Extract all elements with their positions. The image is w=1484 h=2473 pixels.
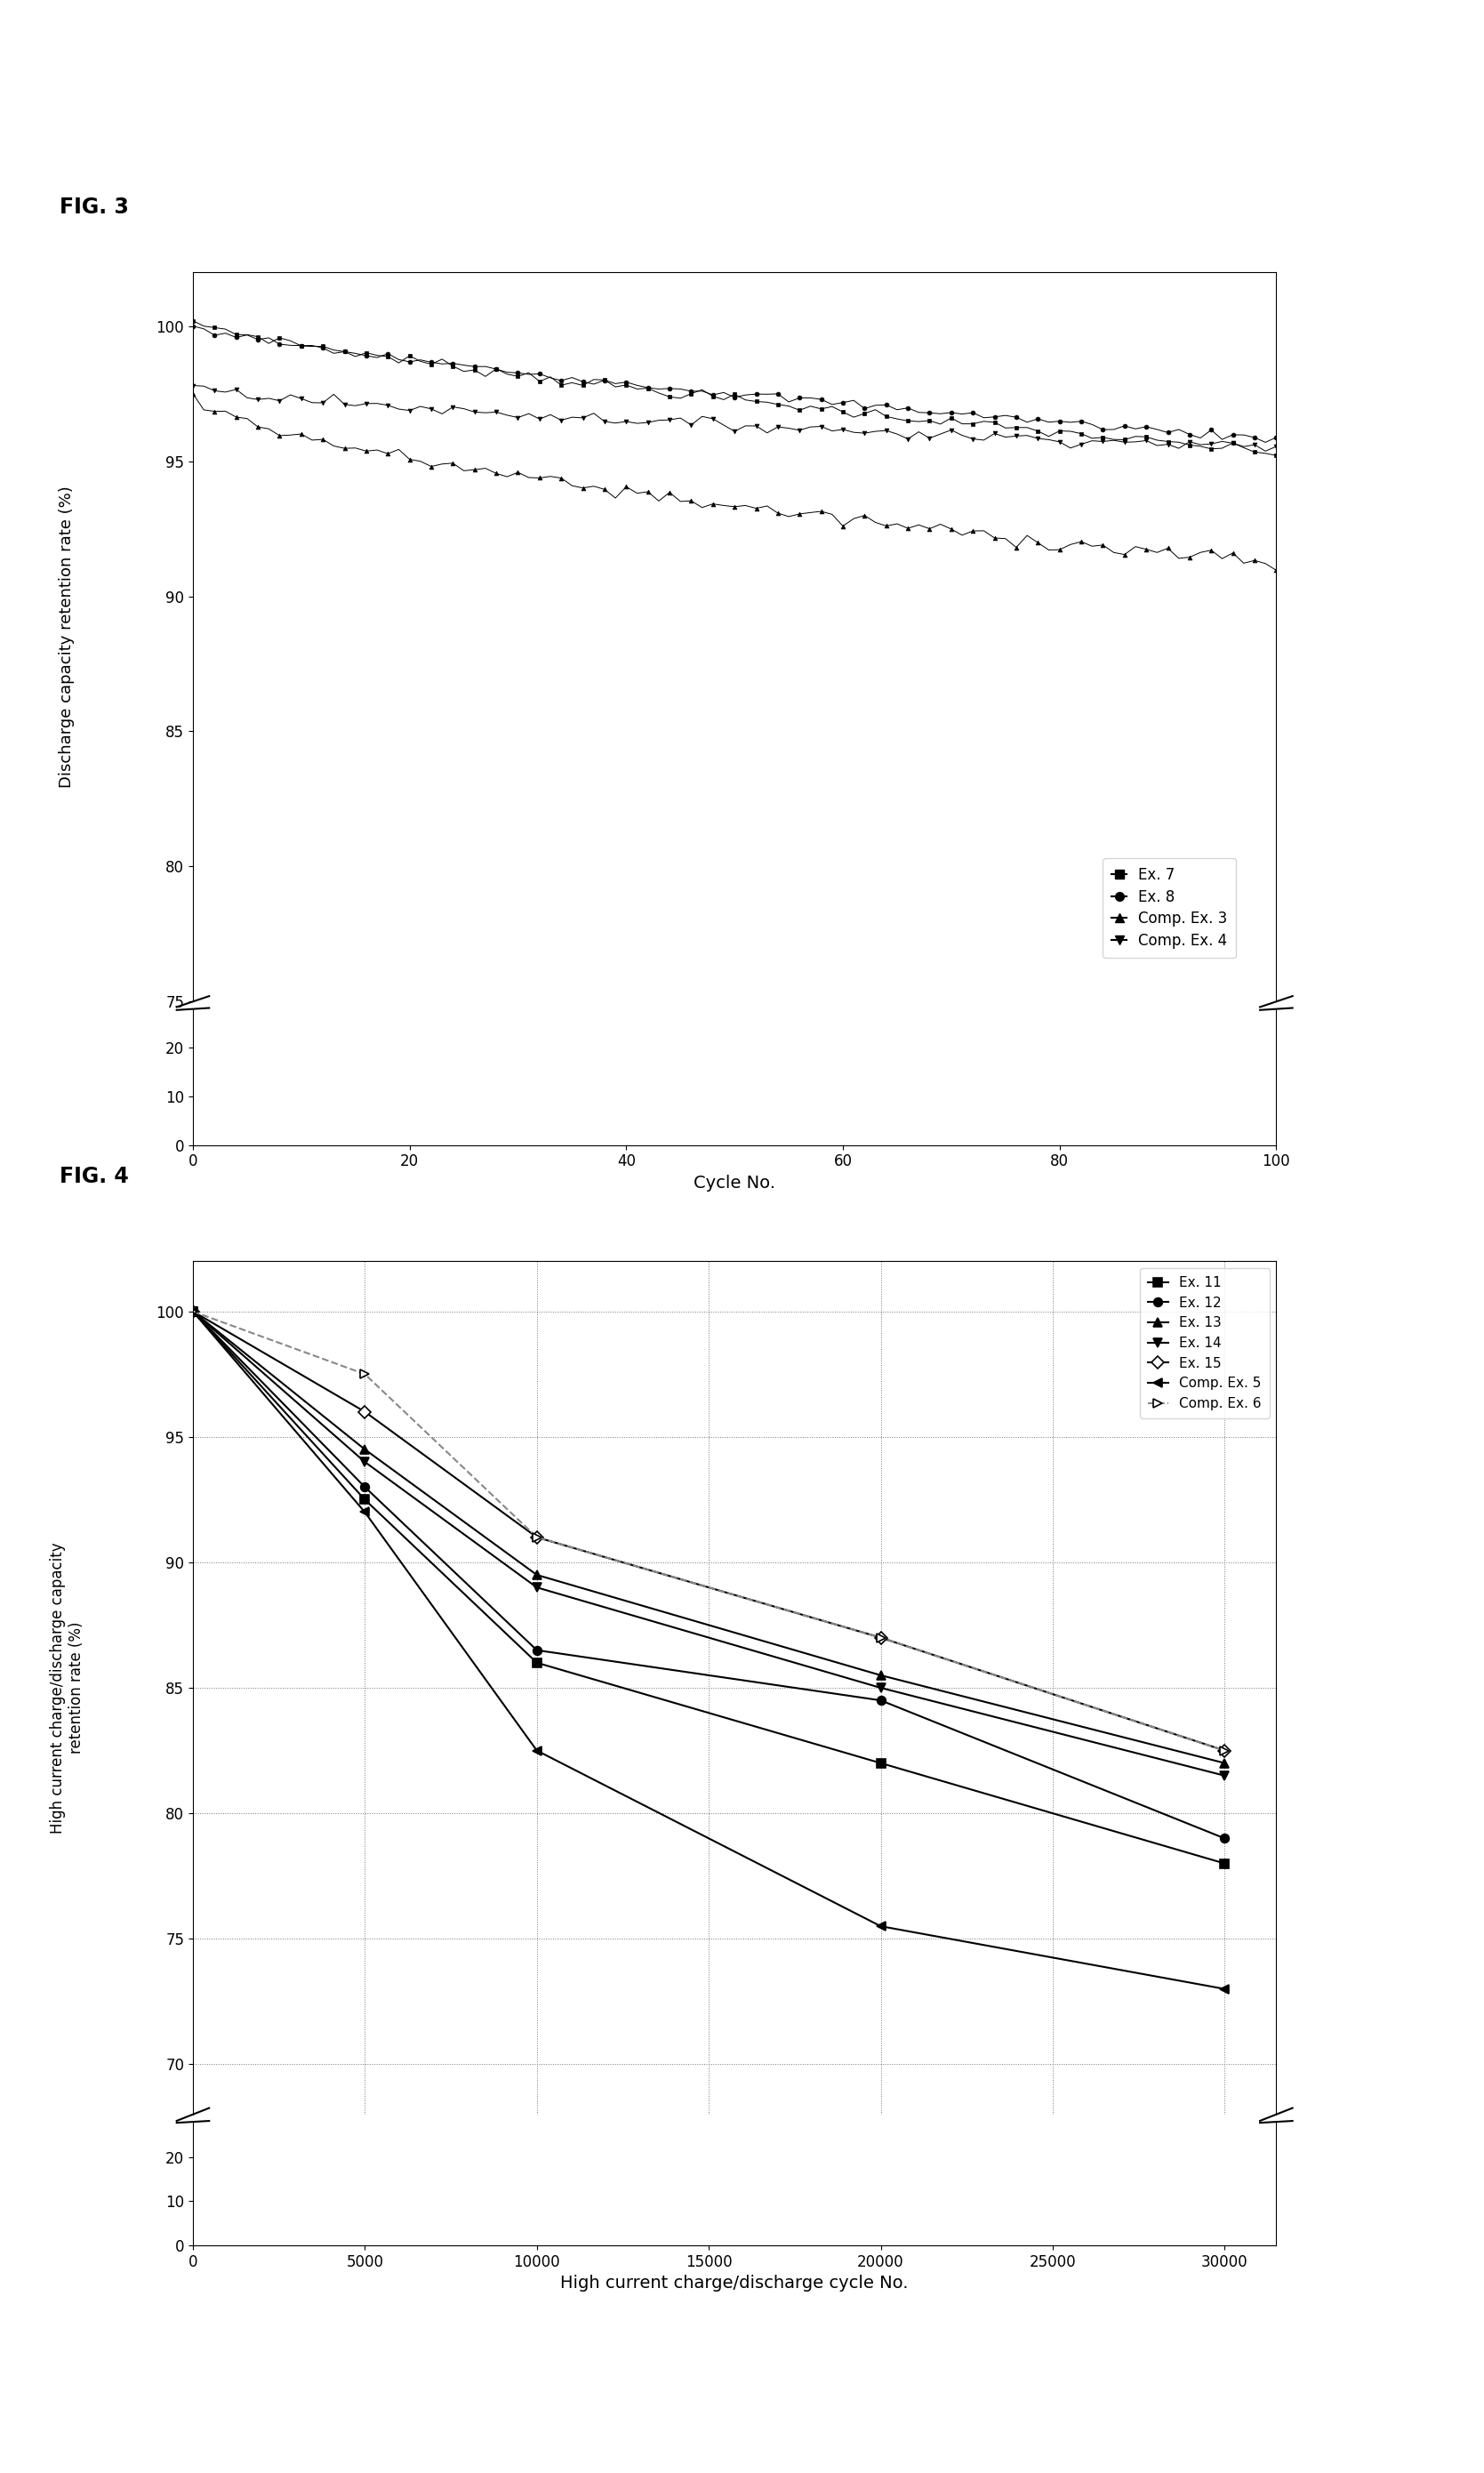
Ex. 8 [683, 376, 700, 406]
Comp. Ex. 6 [184, 1296, 202, 1326]
Line: Comp. Ex. 6: Comp. Ex. 6 [188, 1308, 1229, 1756]
Ex. 7 [454, 356, 472, 386]
Ex. 7 [184, 307, 202, 336]
Ex. 11 [871, 1748, 889, 1778]
Ex. 13 [871, 1659, 889, 1689]
Comp. Ex. 3 [997, 524, 1015, 554]
Ex. 15 [528, 1523, 546, 1553]
Ex. 8 [942, 398, 960, 428]
Ex. 13 [1215, 1748, 1233, 1778]
Ex. 12 [184, 1296, 202, 1326]
Comp. Ex. 5 [184, 1296, 202, 1326]
Ex. 7 [260, 329, 278, 359]
Ex. 15 [356, 1397, 374, 1427]
Text: Discharge capacity retention rate (%): Discharge capacity retention rate (%) [59, 485, 74, 789]
Comp. Ex. 4 [1257, 435, 1275, 465]
Comp. Ex. 6 [356, 1360, 374, 1390]
Comp. Ex. 6 [871, 1622, 889, 1652]
Ex. 7 [1267, 440, 1285, 470]
Comp. Ex. 5 [871, 1912, 889, 1941]
Line: Ex. 7: Ex. 7 [191, 319, 1278, 458]
Comp. Ex. 3 [1267, 556, 1285, 586]
Line: Ex. 11: Ex. 11 [188, 1308, 1229, 1867]
Ex. 7 [834, 398, 852, 428]
Ex. 14 [356, 1447, 374, 1476]
Ex. 13 [356, 1434, 374, 1464]
Comp. Ex. 6 [528, 1523, 546, 1553]
Comp. Ex. 4 [454, 393, 472, 423]
Legend: Ex. 7, Ex. 8, Comp. Ex. 3, Comp. Ex. 4: Ex. 7, Ex. 8, Comp. Ex. 3, Comp. Ex. 4 [1103, 858, 1236, 957]
Comp. Ex. 4 [834, 415, 852, 445]
Ex. 7 [997, 413, 1015, 443]
Text: FIG. 3: FIG. 3 [59, 195, 129, 218]
Line: Ex. 14: Ex. 14 [188, 1308, 1229, 1781]
Legend: Ex. 11, Ex. 12, Ex. 13, Ex. 14, Ex. 15, Comp. Ex. 5, Comp. Ex. 6: Ex. 11, Ex. 12, Ex. 13, Ex. 14, Ex. 15, … [1140, 1269, 1269, 1420]
Comp. Ex. 4 [260, 383, 278, 413]
Ex. 12 [871, 1687, 889, 1716]
Ex. 8 [454, 351, 472, 381]
Ex. 11 [356, 1484, 374, 1513]
Comp. Ex. 4 [683, 411, 700, 440]
Line: Ex. 13: Ex. 13 [188, 1308, 1229, 1768]
Ex. 14 [1215, 1761, 1233, 1790]
X-axis label: Cycle No.: Cycle No. [693, 1175, 776, 1192]
Comp. Ex. 3 [454, 455, 472, 485]
Ex. 14 [871, 1674, 889, 1704]
Comp. Ex. 4 [184, 371, 202, 401]
Comp. Ex. 3 [942, 514, 960, 544]
Comp. Ex. 4 [1267, 433, 1285, 462]
Ex. 14 [528, 1573, 546, 1603]
Ex. 11 [1215, 1850, 1233, 1879]
Comp. Ex. 3 [184, 378, 202, 408]
X-axis label: High current charge/discharge cycle No.: High current charge/discharge cycle No. [561, 2275, 908, 2292]
Ex. 15 [1215, 1736, 1233, 1766]
Comp. Ex. 4 [942, 415, 960, 445]
Line: Comp. Ex. 3: Comp. Ex. 3 [191, 391, 1278, 571]
Ex. 8 [997, 401, 1015, 430]
Line: Ex. 12: Ex. 12 [188, 1308, 1229, 1842]
Comp. Ex. 5 [528, 1736, 546, 1766]
Ex. 7 [942, 403, 960, 433]
Ex. 12 [356, 1471, 374, 1501]
Text: High current charge/discharge capacity
retention rate (%): High current charge/discharge capacity r… [49, 1543, 85, 1832]
Ex. 12 [1215, 1823, 1233, 1852]
Ex. 11 [528, 1647, 546, 1677]
Ex. 15 [184, 1296, 202, 1326]
Comp. Ex. 3 [683, 487, 700, 517]
Comp. Ex. 6 [1215, 1736, 1233, 1766]
Comp. Ex. 5 [356, 1496, 374, 1526]
Comp. Ex. 4 [997, 423, 1015, 453]
Text: FIG. 4: FIG. 4 [59, 1165, 129, 1187]
Ex. 14 [184, 1296, 202, 1326]
Ex. 15 [871, 1622, 889, 1652]
Ex. 8 [834, 388, 852, 418]
Ex. 7 [683, 378, 700, 408]
Comp. Ex. 3 [834, 512, 852, 542]
Line: Ex. 8: Ex. 8 [191, 324, 1278, 445]
Ex. 13 [184, 1296, 202, 1326]
Line: Comp. Ex. 5: Comp. Ex. 5 [188, 1308, 1229, 1993]
Ex. 11 [184, 1296, 202, 1326]
Line: Comp. Ex. 4: Comp. Ex. 4 [191, 383, 1278, 453]
Ex. 12 [528, 1635, 546, 1664]
Line: Ex. 15: Ex. 15 [188, 1308, 1229, 1756]
Ex. 8 [184, 312, 202, 341]
Ex. 13 [528, 1560, 546, 1590]
Ex. 8 [260, 324, 278, 354]
Comp. Ex. 5 [1215, 1973, 1233, 2003]
Comp. Ex. 3 [260, 413, 278, 443]
Ex. 8 [1267, 423, 1285, 453]
Ex. 8 [1257, 428, 1275, 458]
